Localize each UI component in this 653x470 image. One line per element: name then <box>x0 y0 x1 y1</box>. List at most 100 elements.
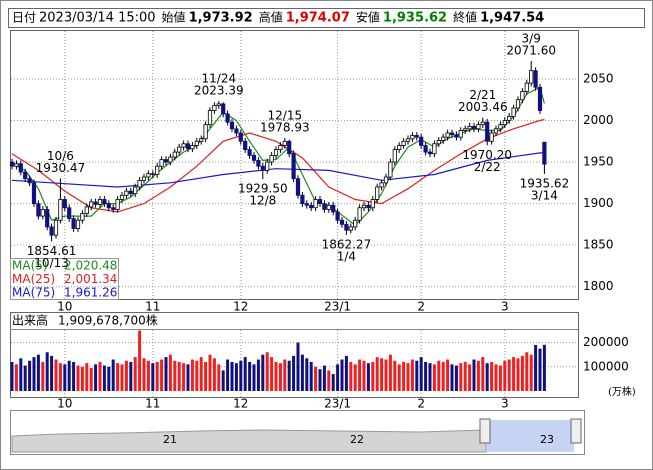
annotation-date: 10/13 <box>34 256 69 270</box>
volume-bar <box>186 364 190 391</box>
candle-body <box>155 165 160 175</box>
candle-body <box>40 209 45 217</box>
volume-total: 1,909,678,700株 <box>58 313 158 328</box>
candle-body <box>463 128 468 131</box>
candle-body <box>199 138 204 142</box>
candle-body <box>480 121 485 126</box>
volume-unit: (万株) <box>608 385 636 398</box>
volume-bar <box>102 365 106 391</box>
volume-bar <box>142 358 146 391</box>
candle-body <box>9 161 15 167</box>
annotation-value: 1929.50 <box>238 182 288 196</box>
volume-bar <box>182 363 186 391</box>
volume-bar <box>173 360 177 391</box>
volume-bar <box>41 361 45 391</box>
candle-body <box>238 132 243 142</box>
legend-value: 2,020.48 <box>64 259 117 273</box>
volume-bar <box>525 352 529 391</box>
candle-body <box>128 190 133 195</box>
volume-bar <box>204 361 208 391</box>
candle-body <box>397 145 402 150</box>
x-tick-label: 10 <box>57 300 72 314</box>
candle-body <box>14 163 19 167</box>
x-tick-label: 11 <box>145 397 160 411</box>
volume-bar <box>107 366 111 391</box>
volume-bar <box>503 360 507 391</box>
volume-bar <box>494 364 498 391</box>
volume-bar <box>45 352 49 391</box>
volume-bar <box>50 355 54 391</box>
volume-bar <box>520 355 524 391</box>
volume-bar <box>472 359 476 391</box>
candle-body <box>31 182 37 205</box>
candle-body <box>313 199 318 209</box>
candle-body <box>150 173 155 175</box>
volume-bar <box>397 364 401 391</box>
candle-body <box>542 141 547 165</box>
navigator-handle-left[interactable] <box>479 418 491 444</box>
x-tick-label: 3 <box>501 397 509 411</box>
ma-line <box>11 86 545 226</box>
header-label: 始値 <box>162 10 186 25</box>
volume-bar <box>485 363 489 391</box>
volume-bar <box>195 360 199 391</box>
x-tick-label: 10 <box>57 397 72 411</box>
navigator-selection[interactable] <box>486 420 574 452</box>
volume-bar <box>446 359 450 391</box>
candle-body <box>168 156 173 163</box>
volume-bar <box>168 354 172 391</box>
volume-bar <box>512 357 516 391</box>
navigator-label: 23 <box>540 433 554 446</box>
volume-bar <box>424 361 428 391</box>
volume-bar <box>468 364 472 391</box>
annotation-date: 2/22 <box>474 160 501 174</box>
candle-body <box>75 219 81 229</box>
candle-body <box>36 203 41 217</box>
volume-bar <box>340 359 344 391</box>
candle-body <box>185 143 191 150</box>
legend-name: MA(25) <box>12 272 55 286</box>
candle-body <box>177 146 182 153</box>
candle-body <box>419 136 424 146</box>
volume-bar <box>221 370 225 391</box>
volume-bar <box>366 363 370 391</box>
volume-bar <box>371 361 375 391</box>
navigator-handle-right[interactable] <box>570 418 582 444</box>
candle-body <box>414 135 419 138</box>
candle-body <box>427 151 433 155</box>
candle-body <box>476 124 481 130</box>
candle-body <box>295 178 301 196</box>
candle-body <box>119 194 125 200</box>
volume-bar <box>415 360 419 391</box>
volume-bar <box>155 361 159 391</box>
volume-bar <box>54 359 58 391</box>
candle-body <box>45 209 50 228</box>
candle-body <box>115 199 120 210</box>
volume-bar <box>58 363 62 391</box>
volume-bar <box>19 358 23 391</box>
volume-bar <box>23 365 27 391</box>
volume-bar <box>481 357 485 391</box>
volume-bar <box>344 355 348 391</box>
annotation-date: 3/14 <box>531 189 558 203</box>
candle-body <box>67 207 72 219</box>
volume-bar <box>309 361 313 391</box>
volume-bar <box>349 361 353 391</box>
annotation-value: 2071.60 <box>506 44 556 58</box>
volume-bar <box>230 361 234 391</box>
candle-body <box>62 199 67 209</box>
volume-bar <box>358 359 362 391</box>
legend-name: MA(5) <box>12 259 48 273</box>
candle-body <box>471 125 477 130</box>
candle-body <box>27 178 32 184</box>
volume-bar <box>265 352 269 391</box>
candle-body <box>326 204 331 210</box>
volume-bar <box>239 360 243 391</box>
x-tick-label: 2 <box>417 397 425 411</box>
candle-body <box>309 204 314 209</box>
volume-bar <box>300 354 304 391</box>
volume-bar <box>14 364 18 391</box>
volume-bar <box>10 361 14 391</box>
candle-body <box>300 194 305 205</box>
candle-body <box>163 159 169 163</box>
